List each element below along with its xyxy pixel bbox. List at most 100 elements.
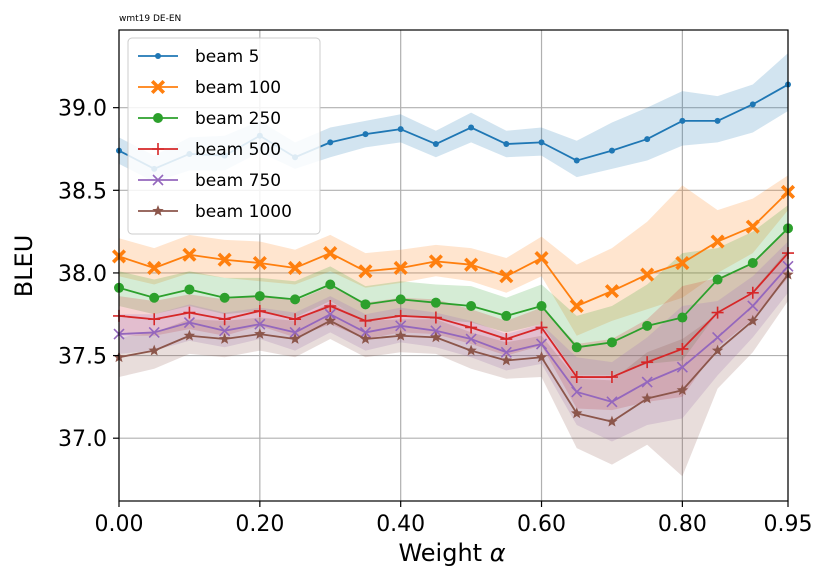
data-point: [359, 314, 372, 327]
marker-shape: [360, 299, 371, 310]
series-beam-250: [114, 223, 793, 353]
marker-shape: [148, 326, 160, 338]
data-point: [252, 255, 267, 271]
data-point: [359, 326, 372, 338]
data-point: [290, 294, 301, 305]
marker-shape: [148, 344, 160, 356]
data-point: [327, 139, 334, 146]
data-point: [183, 316, 195, 329]
data-point: [395, 294, 406, 305]
data-point: [429, 311, 442, 324]
legend-marker: [152, 143, 164, 155]
legend-label: beam 250: [195, 109, 281, 129]
data-point: [535, 321, 548, 334]
legend-marker: [152, 174, 164, 186]
data-point: [288, 260, 303, 276]
marker-shape: [465, 344, 477, 356]
data-point: [604, 284, 619, 299]
marker-shape: [182, 247, 197, 262]
data-point: [394, 309, 407, 322]
marker-shape: [679, 117, 686, 124]
data-point: [358, 264, 373, 279]
data-point: [323, 246, 338, 261]
data-point: [714, 117, 721, 124]
marker-shape: [606, 396, 618, 408]
marker-shape: [570, 371, 583, 384]
marker-shape: [152, 205, 164, 216]
marker-shape: [747, 258, 758, 269]
data-point: [570, 371, 583, 384]
x-tick-label: 0.95: [764, 512, 813, 537]
marker-shape: [183, 329, 196, 341]
marker-shape: [184, 284, 195, 295]
data-point: [711, 344, 724, 356]
marker-shape: [393, 260, 408, 276]
marker-shape: [608, 147, 615, 154]
data-point: [676, 342, 689, 355]
data-point: [289, 333, 301, 344]
data-point: [432, 141, 439, 148]
data-point: [605, 371, 618, 384]
marker-shape: [219, 292, 230, 303]
marker-shape: [714, 117, 721, 124]
marker-shape: [712, 331, 724, 343]
marker-shape: [327, 139, 334, 146]
data-point: [324, 299, 337, 312]
band-beam-250: [119, 205, 788, 376]
data-point: [499, 269, 514, 284]
data-point: [182, 247, 197, 262]
data-point: [468, 124, 475, 131]
data-point: [218, 313, 231, 326]
axis-ticks: 0.00 0.20 0.40 0.60 0.80 0.95 37.0 37.5 38.0 38.5…: [58, 97, 812, 537]
marker-shape: [358, 264, 373, 279]
marker-shape: [468, 124, 475, 131]
y-tick-label: 39.0: [58, 97, 107, 122]
data-point: [149, 292, 160, 303]
y-axis-title: BLEU: [10, 235, 38, 298]
legend-item-beam-500: beam 500: [138, 140, 281, 160]
data-point: [536, 300, 547, 311]
data-point: [428, 254, 443, 269]
data-point: [535, 351, 548, 363]
data-point: [394, 329, 407, 341]
marker-shape: [712, 274, 723, 285]
y-tick-label: 37.5: [58, 345, 107, 370]
data-point: [608, 147, 615, 154]
marker-shape: [219, 325, 231, 337]
data-point: [324, 314, 336, 326]
data-point: [254, 291, 265, 302]
marker-shape: [147, 260, 162, 276]
marker-shape: [573, 157, 580, 164]
y-tick-label: 37.0: [58, 427, 107, 452]
legend-marker: [155, 53, 161, 59]
series-line-beam-750: [118, 265, 789, 403]
data-point: [393, 260, 408, 276]
data-point: [606, 415, 618, 427]
marker-shape: [395, 320, 407, 332]
marker-shape: [394, 309, 407, 322]
marker-shape: [500, 346, 512, 358]
marker-shape: [254, 328, 266, 339]
x-tick-label: 0.00: [95, 512, 144, 537]
marker-shape: [289, 313, 302, 326]
marker-shape: [464, 257, 479, 272]
marker-shape: [253, 304, 266, 317]
marker-shape: [535, 338, 548, 350]
marker-shape: [605, 371, 618, 384]
data-point: [534, 251, 549, 266]
data-point: [254, 318, 266, 330]
marker-shape: [153, 113, 163, 123]
marker-shape: [429, 311, 442, 324]
marker-shape: [152, 143, 164, 155]
marker-shape: [254, 318, 266, 330]
band-beam-100: [119, 175, 788, 336]
legend-marker: [153, 113, 163, 123]
marker-shape: [606, 415, 618, 427]
marker-shape: [641, 392, 653, 404]
data-point: [676, 361, 688, 373]
series-line-beam-100: [118, 191, 789, 307]
marker-shape: [397, 126, 404, 133]
legend-item-beam-1000: beam 1000: [138, 202, 292, 222]
marker-shape: [362, 131, 369, 138]
marker-shape: [641, 376, 653, 388]
